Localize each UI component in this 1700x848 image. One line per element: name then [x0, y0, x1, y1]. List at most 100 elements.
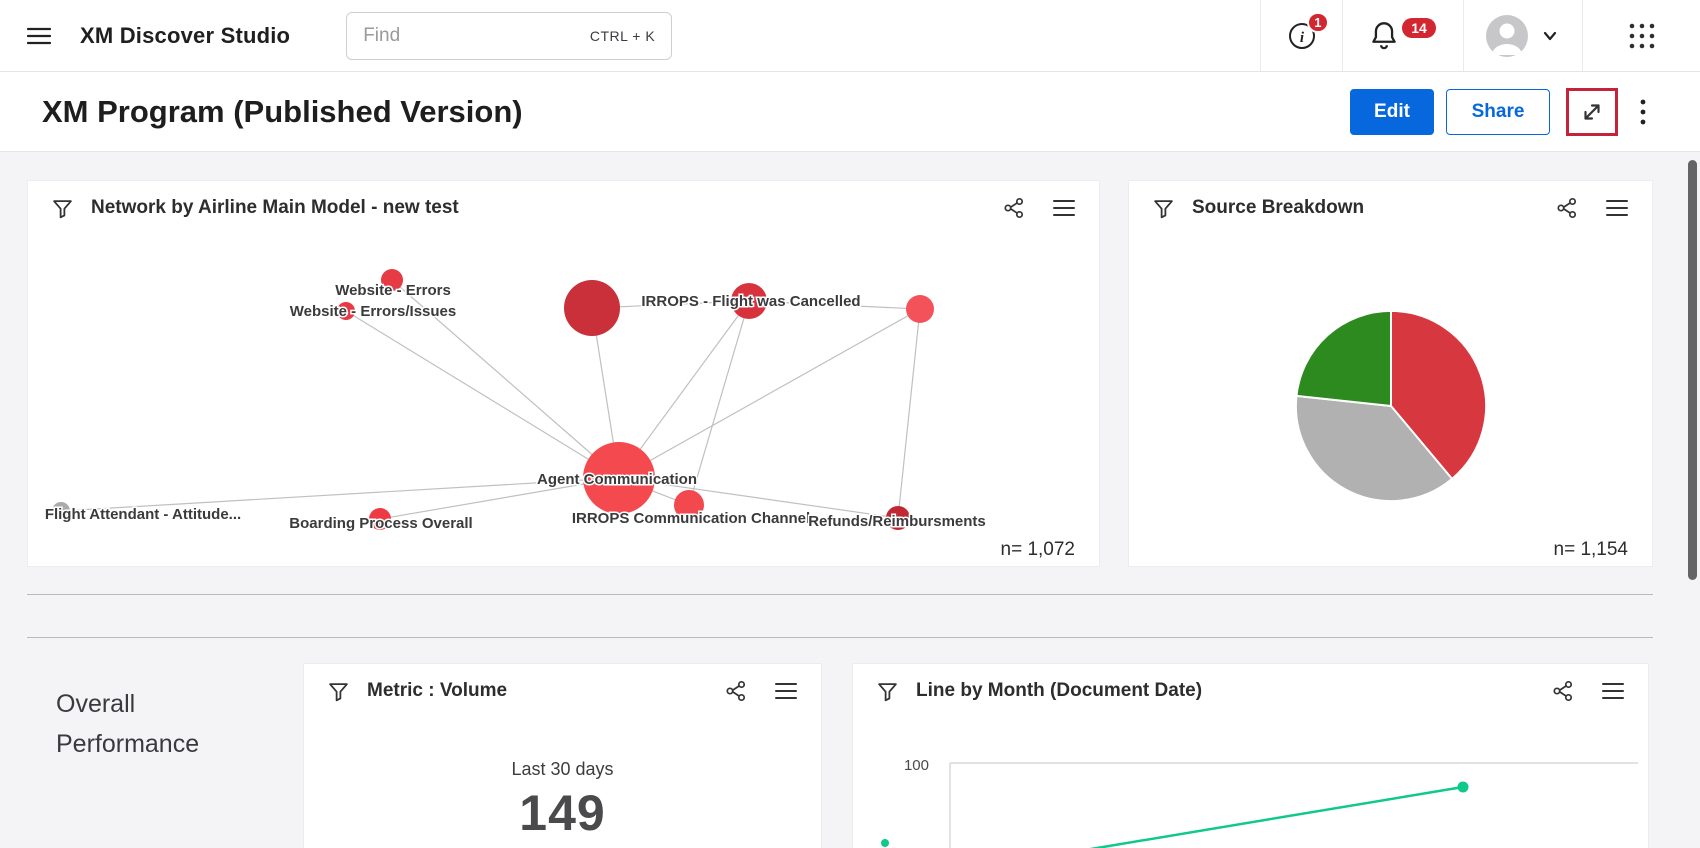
- filter-icon[interactable]: [328, 681, 349, 702]
- network-edge: [688, 300, 750, 506]
- network-edge: [897, 308, 921, 519]
- hamburger-icon: [27, 27, 51, 44]
- filter-icon[interactable]: [1153, 198, 1174, 219]
- notifications-section: 14: [1342, 0, 1463, 71]
- network-edge: [345, 310, 620, 479]
- network-node-website-errors-issues[interactable]: [337, 302, 355, 320]
- account-menu-chevron[interactable]: [1540, 26, 1560, 46]
- network-node-agent-communication[interactable]: [583, 442, 655, 514]
- network-edge: [618, 308, 921, 479]
- widget-menu-icon[interactable]: [1602, 682, 1624, 700]
- pie-slice-segment-green[interactable]: [1295, 309, 1392, 407]
- search-input[interactable]: Find CTRL + K: [346, 11, 673, 60]
- network-node-refunds-reimbursments[interactable]: [886, 506, 910, 530]
- network-node-website-errors[interactable]: [381, 269, 403, 291]
- metric-widget-header: Metric : Volume: [304, 664, 821, 718]
- pie-widget: Source Breakdown n= 1,154: [1128, 180, 1653, 567]
- widget-title: Network by Airline Main Model - new test: [91, 197, 459, 218]
- network-node-irrops-communication-channel[interactable]: [674, 490, 704, 520]
- edit-button[interactable]: Edit: [1350, 88, 1434, 135]
- more-options-button[interactable]: [1630, 92, 1656, 132]
- pie-widget-header: Source Breakdown: [1129, 181, 1652, 235]
- line-series-volume: [1089, 785, 1464, 848]
- network-widget-header: Network by Airline Main Model - new test: [28, 181, 1099, 235]
- pie-slice-segment-red[interactable]: [1390, 309, 1487, 480]
- network-chart[interactable]: Website - Errors Website - Errors/Issues I…: [28, 219, 1101, 568]
- main-menu-button[interactable]: [24, 21, 54, 51]
- share-widget-icon[interactable]: [1556, 197, 1578, 219]
- share-widget-icon[interactable]: [725, 680, 747, 702]
- section-divider: [27, 594, 1653, 595]
- pie-chart[interactable]: [1293, 308, 1489, 504]
- vertical-scrollbar[interactable]: [1688, 160, 1697, 580]
- network-node-unlabeled-right[interactable]: [906, 295, 934, 323]
- network-node-label: Boarding Process Overall: [289, 515, 472, 532]
- line-widget-header: Line by Month (Document Date): [853, 664, 1648, 718]
- filter-icon[interactable]: [52, 198, 73, 219]
- filter-icon[interactable]: [877, 681, 898, 702]
- share-widget-icon[interactable]: [1003, 197, 1025, 219]
- line-chart[interactable]: 100: [853, 664, 1650, 848]
- axis-marker: [881, 839, 889, 847]
- network-node-boarding-process-overall[interactable]: [369, 508, 391, 530]
- metric-value: 149: [519, 785, 606, 841]
- info-icon: i: [1288, 22, 1315, 49]
- fullscreen-button-highlighted[interactable]: [1566, 87, 1618, 136]
- section-title-overall-performance: Overall Performance: [56, 690, 200, 758]
- widget-menu-icon[interactable]: [1053, 199, 1075, 217]
- bell-icon: [1372, 21, 1396, 49]
- network-node-label: Flight Attendant - Attitude...: [45, 506, 241, 523]
- network-node-irrops-flight-cancelled[interactable]: [731, 283, 767, 319]
- network-edge: [618, 300, 750, 479]
- line-widget: Line by Month (Document Date) 100: [852, 663, 1649, 848]
- network-n-count: n= 1,072: [1000, 539, 1076, 560]
- widget-menu-icon[interactable]: [775, 682, 797, 700]
- network-node-label: IRROPS Communication Channel: [572, 510, 810, 527]
- account-section: [1463, 0, 1582, 71]
- person-icon: [1492, 23, 1522, 55]
- metric-widget: Metric : Volume Last 30 days 149: [303, 663, 822, 848]
- top-navigation-bar: XM Discover Studio Find CTRL + K i 1: [0, 0, 1700, 72]
- notifications-button[interactable]: [1370, 21, 1398, 51]
- metric-period-label: Last 30 days: [511, 759, 614, 779]
- network-edge: [391, 279, 620, 479]
- network-node-label: IRROPS - Flight was Cancelled: [641, 293, 860, 310]
- network-edge: [60, 477, 620, 512]
- grid-icon: [1629, 23, 1654, 48]
- chevron-down-icon: [1543, 31, 1557, 40]
- app-title: XM Discover Studio: [80, 22, 291, 48]
- app-launcher-section: [1582, 0, 1700, 71]
- avatar[interactable]: [1486, 14, 1528, 57]
- expand-icon: [1584, 103, 1600, 120]
- pie-n-count: n= 1,154: [1553, 539, 1629, 560]
- topbar-right-group: i 1 14: [1260, 0, 1700, 71]
- svg-text:i: i: [1299, 30, 1304, 46]
- search-shortcut-hint: CTRL + K: [589, 27, 656, 44]
- info-button[interactable]: i 1: [1287, 11, 1329, 51]
- share-widget-icon[interactable]: [1552, 680, 1574, 702]
- page-actions: Edit Share: [1350, 87, 1656, 136]
- network-node-unlabeled-large[interactable]: [564, 280, 620, 336]
- kebab-icon: [1640, 99, 1646, 124]
- network-node-label: Website - Errors/Issues: [290, 303, 456, 320]
- widget-title: Metric : Volume: [367, 680, 508, 701]
- info-section: i 1: [1260, 0, 1342, 71]
- widget-title: Source Breakdown: [1192, 197, 1365, 218]
- network-node-label: Refunds/Reimbursments: [808, 513, 986, 530]
- network-edge: [379, 477, 620, 520]
- network-node-flight-attendant-attitude[interactable]: [52, 502, 70, 520]
- page-header: XM Program (Published Version) Edit Shar…: [0, 72, 1700, 152]
- search-placeholder: Find: [363, 24, 401, 46]
- pie-slice-segment-gray[interactable]: [1294, 394, 1454, 503]
- section-divider: [27, 637, 1653, 638]
- widget-menu-icon[interactable]: [1606, 199, 1628, 217]
- widget-title: Line by Month (Document Date): [916, 680, 1203, 701]
- info-badge: 1: [1307, 11, 1329, 33]
- line-data-point[interactable]: [1457, 781, 1469, 793]
- metric-body: Last 30 days 149: [304, 759, 821, 842]
- app-launcher-button[interactable]: [1628, 22, 1656, 50]
- notifications-badge: 14: [1402, 17, 1436, 38]
- page-title: XM Program (Published Version): [42, 93, 523, 129]
- share-button[interactable]: Share: [1446, 88, 1550, 135]
